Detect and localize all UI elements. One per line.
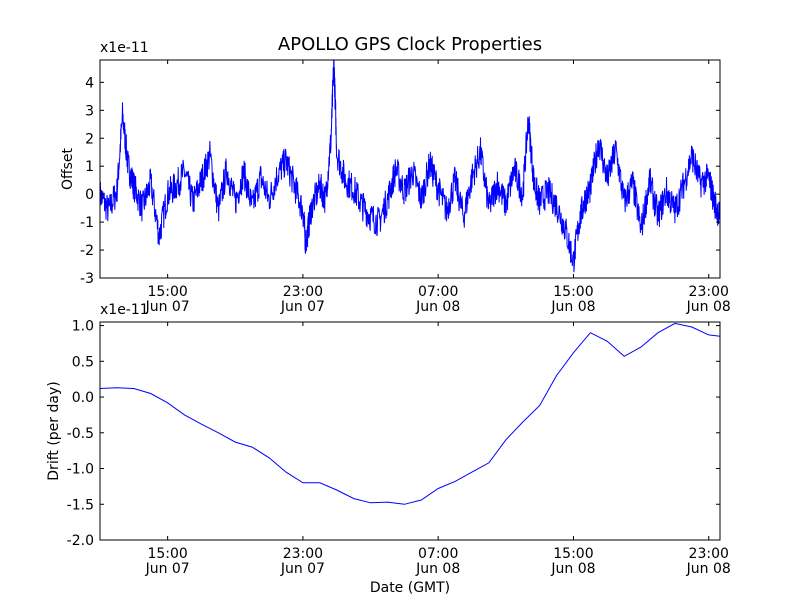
x-tick-label-time: 07:00 <box>418 284 458 300</box>
x-tick-label-time: 23:00 <box>689 546 729 562</box>
y-tick-label: -2.0 <box>67 533 94 549</box>
x-tick-label-date: Jun 07 <box>280 299 325 315</box>
axis-offset-text: x1e-11 <box>100 40 149 56</box>
series-line <box>100 322 720 505</box>
x-tick-label-date: Jun 08 <box>686 299 731 315</box>
y-tick-label: -1.0 <box>67 462 94 478</box>
x-tick-label-time: 23:00 <box>689 284 729 300</box>
x-tick-label-date: Jun 07 <box>145 299 190 315</box>
x-tick-label-date: Jun 08 <box>686 561 731 577</box>
y-axis-label: Offset <box>60 147 76 190</box>
series-line <box>100 60 720 273</box>
y-tick-label: -1.5 <box>67 497 94 513</box>
y-tick-label: 0 <box>85 187 94 203</box>
x-tick-label-date: Jun 07 <box>145 561 190 577</box>
y-tick-label: -1 <box>80 215 94 231</box>
y-tick-label: 1 <box>85 159 94 175</box>
x-tick-label-time: 07:00 <box>418 546 458 562</box>
y-tick-label: 3 <box>85 103 94 119</box>
x-tick-label-time: 15:00 <box>553 284 593 300</box>
x-tick-label-date: Jun 07 <box>280 561 325 577</box>
y-tick-label: 0.0 <box>72 390 94 406</box>
y-tick-label: 4 <box>85 75 94 91</box>
y-axis-label: Drift (per day) <box>46 381 62 480</box>
x-tick-label-date: Jun 08 <box>550 299 595 315</box>
x-tick-label-time: 15:00 <box>553 546 593 562</box>
axis-offset-text: x1e-11 <box>100 302 149 318</box>
x-tick-label-time: 23:00 <box>283 546 323 562</box>
y-tick-label: 2 <box>85 131 94 147</box>
x-tick-label-date: Jun 08 <box>415 561 460 577</box>
x-tick-label-date: Jun 08 <box>550 561 595 577</box>
y-tick-label: 0.5 <box>72 354 94 370</box>
y-tick-label: -3 <box>80 271 94 287</box>
x-tick-label-time: 15:00 <box>147 546 187 562</box>
chart-title: APOLLO GPS Clock Properties <box>278 34 542 55</box>
axes-frame <box>99 59 721 279</box>
x-tick-label-time: 23:00 <box>283 284 323 300</box>
axes-frame <box>99 321 721 541</box>
y-tick-label: -0.5 <box>67 426 94 442</box>
y-tick-label: 1.0 <box>72 319 94 335</box>
x-axis-label: Date (GMT) <box>370 580 450 596</box>
x-tick-label-date: Jun 08 <box>415 299 460 315</box>
x-tick-label-time: 15:00 <box>147 284 187 300</box>
y-tick-label: -2 <box>80 243 94 259</box>
